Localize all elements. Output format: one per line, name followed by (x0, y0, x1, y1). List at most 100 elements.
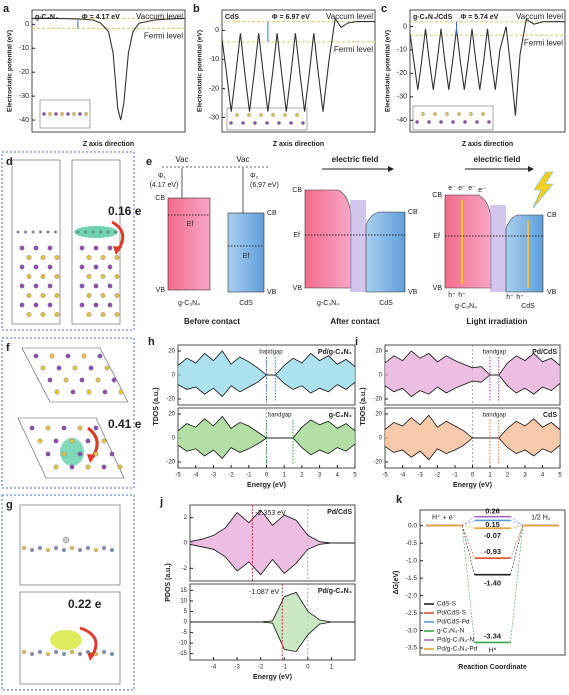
atom (54, 255, 60, 260)
atom (79, 245, 85, 251)
atom (93, 264, 99, 270)
panel-label: g (6, 499, 13, 511)
connector (510, 525, 524, 575)
bandgap-label: bandgap (483, 350, 507, 356)
atom (26, 255, 32, 260)
atom (40, 255, 46, 260)
phi-label: Φ₂ (250, 173, 259, 180)
panel-frame (1, 337, 135, 489)
y-tick-label: -10 (397, 47, 407, 54)
dos-fill (190, 622, 355, 652)
phi-label: Φ = 5.74 eV (461, 14, 499, 21)
phi-value: (6.97 eV) (250, 182, 279, 189)
atom (54, 293, 60, 298)
atom (38, 650, 42, 654)
electron: e⁻ (478, 187, 486, 194)
connector (461, 525, 475, 559)
dos-line (384, 374, 561, 398)
vacuum-label: Vaccum level (326, 12, 373, 21)
subplot-title: CdS (543, 412, 557, 419)
hole: h⁺ (506, 294, 514, 301)
plot-frame (221, 9, 376, 133)
atom (79, 264, 85, 270)
atom (77, 425, 83, 431)
legend-label: g-C₃N₄-N (437, 628, 465, 635)
atom (33, 245, 39, 251)
dos-fill (178, 438, 355, 459)
hole: h⁺ (448, 292, 456, 299)
atom (100, 274, 106, 279)
y-tick-label: -40 (397, 117, 407, 124)
atom (97, 353, 103, 359)
atom (118, 389, 124, 395)
x-tick-label: 0 (471, 473, 475, 479)
x-tick-label: -4 (400, 473, 406, 479)
ef-label: Ef (243, 253, 250, 260)
atom (45, 451, 51, 457)
stage-label: Light irradiation (467, 317, 528, 326)
legend-label: Pd/g-C₃N₄-Pd (437, 646, 478, 653)
band-block (227, 212, 265, 293)
stage-label: Before contact (184, 317, 240, 326)
atom (38, 546, 42, 550)
band-block (505, 214, 544, 293)
atom (86, 546, 90, 550)
atom (37, 438, 43, 444)
cb-label: CB (155, 195, 165, 202)
atom (77, 451, 83, 457)
atom (53, 464, 59, 470)
atom (487, 120, 491, 124)
vb-label: VB (267, 289, 277, 296)
atom (93, 283, 99, 289)
atom (79, 377, 85, 383)
atom (54, 274, 60, 279)
dos-fill (178, 351, 355, 375)
y-tick-label: 20 (168, 412, 175, 418)
atom (86, 274, 92, 279)
band-block (304, 189, 352, 289)
atom (63, 377, 69, 383)
vb-label: VB (547, 289, 557, 296)
y-tick-label: 0 (172, 436, 176, 442)
y-tick-label: 20 (375, 349, 382, 355)
atom (19, 283, 25, 289)
subplot-title: Pd/g-C₃N₄ (318, 349, 352, 356)
x-tick-label: 0 (306, 665, 310, 671)
atom (421, 112, 425, 116)
ef-label: Ef (293, 232, 300, 239)
atom (102, 389, 108, 395)
atom (72, 112, 76, 116)
dos-line (190, 591, 355, 623)
atom (78, 652, 82, 656)
stage-label: After contact (330, 317, 380, 326)
atom (61, 451, 67, 457)
y-tick-label: -3.5 (406, 645, 418, 652)
atom (301, 121, 305, 125)
y-tick-label: -0.5 (406, 540, 418, 547)
atom (48, 112, 52, 116)
arrow-head (528, 166, 534, 172)
potential-curve (409, 18, 565, 116)
x-tick-label: 1 (330, 665, 334, 671)
arrow-head (388, 166, 394, 172)
phi-label: Φ = 6.97 eV (272, 14, 310, 21)
y-axis-label: TDOS (a.u.) (153, 387, 160, 425)
panel-frame (1, 151, 135, 331)
x-tick-label: 5 (353, 473, 357, 479)
y-axis-label: Electrostatic potential (eV) (385, 30, 392, 112)
y-axis-label: TDOS (a.u.) (360, 387, 367, 425)
electron: e⁻ (468, 185, 476, 192)
x-tick-label: 4 (336, 473, 340, 479)
x-tick-label: -3 (417, 473, 423, 479)
atom (439, 120, 443, 124)
atom (66, 112, 70, 116)
y-tick-label: -1.0 (406, 557, 418, 564)
y-tick-label: 5 (184, 609, 188, 615)
atom (93, 451, 99, 457)
field-label: electric field (474, 155, 521, 164)
atom (53, 438, 59, 444)
y-tick-label: -40 (19, 117, 29, 124)
x-tick-label: 5 (558, 473, 562, 479)
atom (54, 389, 60, 395)
x-tick-label: 4 (541, 473, 545, 479)
